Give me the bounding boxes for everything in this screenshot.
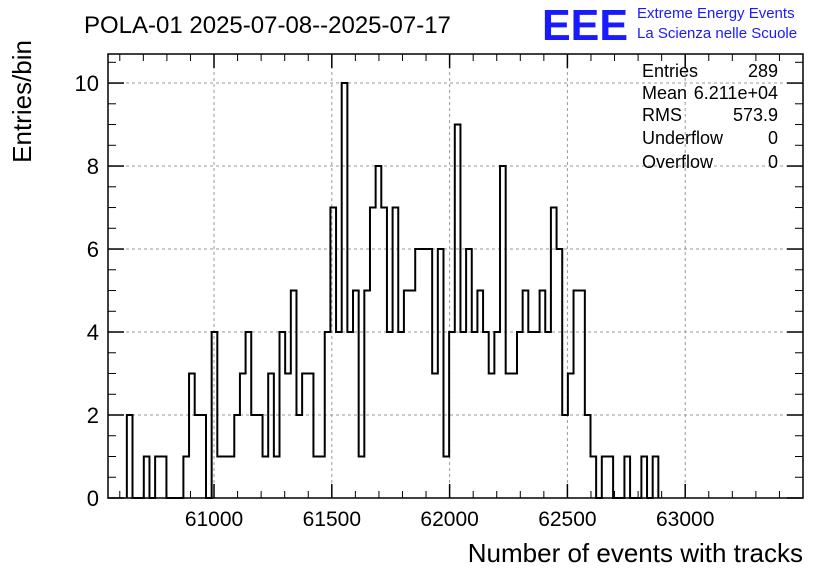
- stat-underflow-label: Underflow: [642, 128, 724, 148]
- x-tick-label: 63000: [656, 508, 714, 531]
- plot-frame: [107, 53, 804, 499]
- histogram-bin: [489, 374, 495, 498]
- histogram-bin: [285, 374, 291, 498]
- stat-rms-label: RMS: [642, 105, 682, 125]
- grid-lines: [108, 54, 803, 498]
- eee-logo: EEE Extreme Energy Events La Scienza nel…: [542, 1, 797, 50]
- eee-logo-mark: EEE: [542, 1, 628, 50]
- histogram-bin: [229, 457, 235, 498]
- stat-overflow-value: 0: [768, 152, 778, 172]
- histogram-bin: [421, 249, 427, 498]
- stat-mean-value: 6.211e+04: [694, 83, 778, 103]
- histogram-line: [125, 82, 660, 499]
- histogram-bin: [313, 457, 319, 498]
- axes: 61000 61500 62000 62500 63000 0 2 4 6 8 10: [75, 54, 803, 531]
- y-tick-label: 0: [87, 486, 99, 511]
- histogram-bin: [195, 415, 201, 498]
- stat-mean-label: Mean: [642, 83, 687, 103]
- eee-logo-line1: Extreme Energy Events: [637, 5, 795, 22]
- stat-overflow-label: Overflow: [642, 152, 714, 172]
- histogram-bin: [359, 457, 365, 498]
- stat-entries-label: Entries: [642, 61, 698, 81]
- stat-rms-value: 573.9: [733, 105, 778, 125]
- stat-entries-value: 289: [748, 61, 778, 81]
- histogram-bin: [251, 415, 257, 498]
- x-tick-label: 61000: [185, 508, 243, 531]
- chart-title: POLA-01 2025-07-08--2025-07-17: [84, 12, 451, 39]
- histogram-bins: [125, 82, 660, 499]
- histogram-bin: [263, 457, 269, 498]
- histogram-bin: [274, 457, 280, 498]
- eee-logo-line2: La Scienza nelle Scuole: [637, 25, 797, 42]
- histogram-bin: [511, 374, 517, 498]
- y-axis-label: Entries/bin: [7, 40, 37, 163]
- y-tick-label: 10: [75, 71, 99, 96]
- histogram-bin: [223, 457, 229, 498]
- statistics-box: Entries 289 Mean 6.211e+04 RMS 573.9 Und…: [642, 61, 778, 172]
- y-tick-label: 6: [87, 237, 99, 262]
- histogram-bin: [506, 374, 512, 498]
- y-tick-label: 4: [87, 320, 99, 345]
- x-tick-label: 61500: [303, 508, 361, 531]
- histogram-bin: [432, 374, 438, 498]
- x-axis-label: Number of events with tracks: [468, 538, 803, 568]
- stat-underflow-value: 0: [768, 128, 778, 148]
- histogram-bin: [217, 457, 223, 498]
- y-tick-label: 2: [87, 403, 99, 428]
- x-tick-label: 62500: [538, 508, 596, 531]
- histogram-bin: [319, 457, 325, 498]
- y-tick-label: 8: [87, 154, 99, 179]
- histogram-bin: [443, 457, 449, 498]
- histogram-bin: [410, 291, 416, 498]
- histogram-bin: [296, 415, 302, 498]
- x-tick-label: 62000: [420, 508, 478, 531]
